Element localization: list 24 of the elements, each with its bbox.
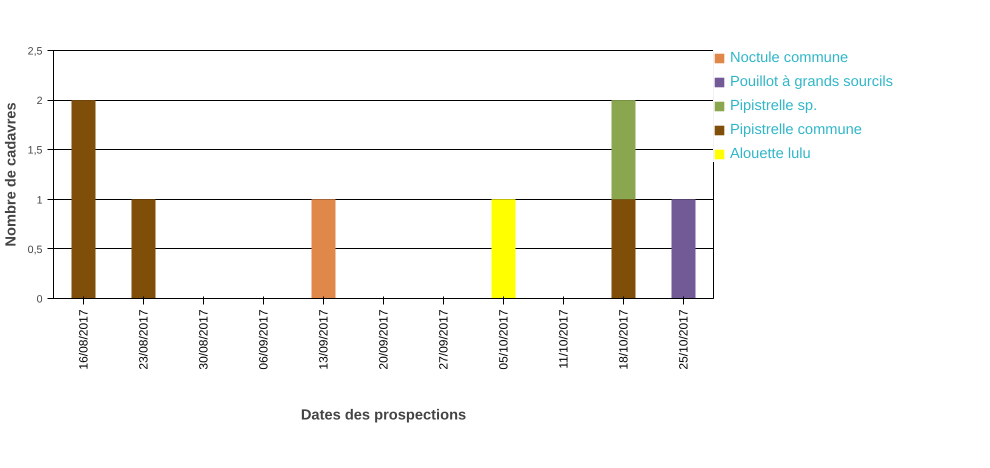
- x-tick-label: 25/10/2017: [676, 309, 690, 370]
- x-tick-label: 13/09/2017: [316, 309, 330, 370]
- legend-label: Pouillot à grands sourcils: [730, 74, 894, 90]
- x-tick-label: 05/10/2017: [496, 309, 510, 370]
- x-tick-label: 23/08/2017: [136, 309, 150, 370]
- y-tick-label: 0: [36, 294, 43, 306]
- legend-label: Pipistrelle commune: [730, 122, 863, 138]
- y-tick-label: 0,5: [28, 244, 43, 256]
- x-tick-label: 20/09/2017: [376, 309, 390, 370]
- y-tick-label: 1: [36, 194, 43, 206]
- y-axis-title: Nombre de cadavres: [4, 102, 20, 247]
- x-tick-label: 11/10/2017: [556, 309, 570, 369]
- y-tick-label: 2: [36, 95, 43, 108]
- y-tick-label: 1,5: [28, 144, 43, 157]
- legend-label: Noctule commune: [730, 50, 850, 66]
- legend-label: Pipistrelle sp.: [730, 98, 818, 114]
- x-tick-label: 06/09/2017: [256, 309, 270, 370]
- x-tick-label: 18/10/2017: [616, 309, 630, 370]
- x-tick-label: 30/08/2017: [196, 309, 210, 370]
- y-tick-label: 2,5: [28, 46, 43, 58]
- x-tick-label: 16/08/2017: [76, 309, 90, 370]
- legend-label: Alouette lulu: [730, 146, 812, 162]
- x-tick-label: 27/09/2017: [436, 309, 450, 370]
- x-axis-title: Dates des prospections: [300, 408, 466, 424]
